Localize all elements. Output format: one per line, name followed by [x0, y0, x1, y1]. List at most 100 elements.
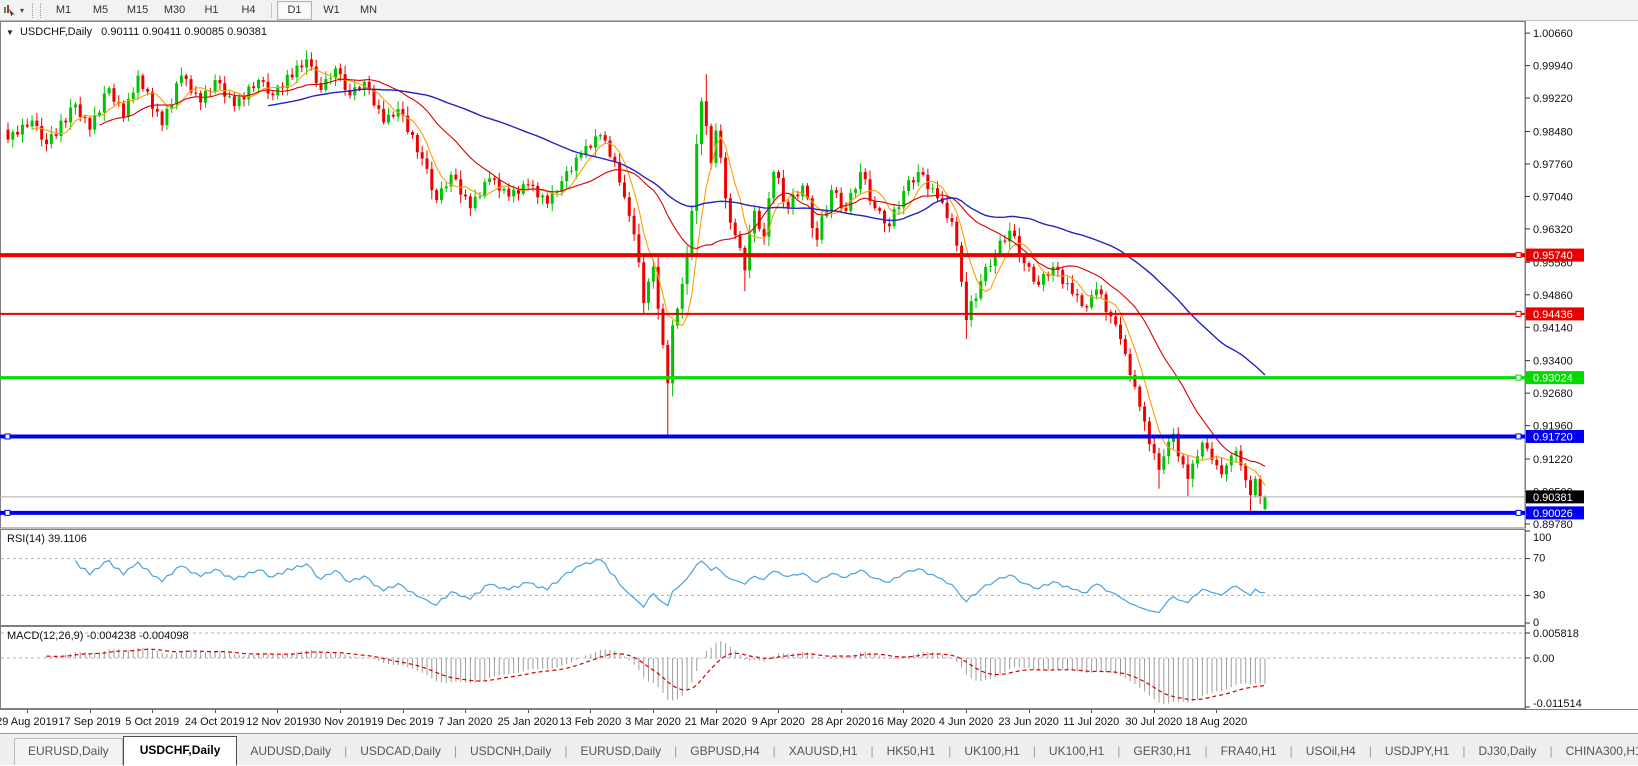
collapse-triangle-icon[interactable]: ▼ [6, 28, 14, 37]
chart-tab-china300-h1[interactable]: CHINA300,H1 [1565, 744, 1638, 758]
chart-tab-xauusd-h1[interactable]: XAUUSD,H1 [788, 744, 858, 758]
timeframe-button-h4[interactable]: H4 [241, 3, 256, 16]
svg-text:0.93024: 0.93024 [1533, 373, 1573, 385]
chart-tab-usdcad-daily[interactable]: USDCAD,Daily [360, 744, 441, 758]
candlesticks [6, 50, 1267, 515]
date-tick [903, 710, 905, 713]
toolbar-separator [271, 2, 273, 18]
chart-tab-gbpusd-h4[interactable]: GBPUSD,H4 [690, 744, 760, 758]
svg-text:0.99220: 0.99220 [1533, 93, 1573, 105]
date-tick [27, 710, 28, 713]
level-line-0.90026[interactable] [0, 509, 1525, 516]
macd-signal-line [46, 648, 1266, 701]
price-chart-canvas[interactable]: 1.00660 0.99940 0.99220 0.98480 0.97760 0.970… [0, 21, 1638, 529]
timeframe-button-mn[interactable]: MN [359, 3, 378, 16]
date-tick [715, 710, 717, 713]
svg-text:0.99940: 0.99940 [1533, 61, 1573, 73]
macd-indicator-panel: 0.005818 0.00 -0.011514 MACD(12,26,9) -0.0… [0, 626, 1638, 709]
chart-tab-usdchf-daily[interactable]: USDCHF,Daily [122, 736, 238, 766]
svg-text:0.95740: 0.95740 [1533, 250, 1573, 262]
date-tick [1153, 710, 1155, 713]
chart-symbol-label: USDCHF,Daily [19, 26, 93, 38]
tab-separator: | [1204, 744, 1208, 758]
chevron-down-icon[interactable]: ▾ [20, 5, 25, 15]
date-label: 16 May 2020 [871, 716, 936, 728]
tab-separator: | [1117, 744, 1121, 758]
svg-text:0.94140: 0.94140 [1533, 322, 1573, 334]
svg-text:70: 70 [1533, 553, 1545, 565]
macd-histogram [46, 641, 1266, 705]
svg-text:0.90026: 0.90026 [1533, 508, 1573, 520]
chart-tab-uk100-h1[interactable]: UK100,H1 [1048, 744, 1105, 758]
level-line-0.94436[interactable] [0, 310, 1525, 317]
chart-tab-eurusd-daily[interactable]: EURUSD,Daily [580, 744, 662, 758]
date-label: 28 Apr 2020 [811, 716, 871, 728]
tab-separator: | [1462, 744, 1466, 758]
timeframe-button-m30[interactable]: M30 [163, 3, 186, 16]
chart-tab-eurusd-daily[interactable]: EURUSD,Daily [14, 738, 123, 765]
pointer-arrow [9, 9, 15, 17]
tab-separator: | [674, 744, 678, 758]
date-tick [590, 710, 592, 713]
chart-title[interactable]: ▼ USDCHF,Daily 0.90111 0.90411 0.90085 0… [6, 26, 267, 38]
tab-separator: | [870, 744, 874, 758]
date-label: 24 Oct 2019 [184, 716, 245, 728]
timeframe-button-d1[interactable]: D1 [277, 0, 313, 20]
chart-tab-usoil-h4[interactable]: USOil,H4 [1305, 744, 1356, 758]
chart-tab-usdcnh-daily[interactable]: USDCNH,Daily [470, 744, 552, 758]
macd-canvas: 0.005818 0.00 -0.011514 [0, 626, 1582, 709]
tab-separator: | [1289, 744, 1293, 758]
date-label: 12 Nov 2019 [246, 716, 309, 728]
macd-label: MACD(12,26,9) -0.004238 -0.004098 [7, 630, 189, 642]
toolbar-grip[interactable] [32, 2, 42, 18]
mini-bar [7, 5, 9, 13]
rsi-line [74, 558, 1266, 614]
tab-separator: | [1368, 744, 1372, 758]
level-price-label: 0.95740 [1526, 248, 1584, 262]
tab-separator: | [1032, 744, 1036, 758]
rsi-axis-ticks: 100 70 30 0 [1525, 530, 1551, 626]
level-price-label: 0.94436 [1526, 307, 1584, 321]
chart-cursor-icon[interactable] [0, 2, 20, 19]
chart-tab-ger30-h1[interactable]: GER30,H1 [1133, 744, 1192, 758]
rsi-label: RSI(14) 39.1106 [7, 533, 87, 545]
svg-text:0.91720: 0.91720 [1533, 431, 1573, 443]
chart-tab-uk100-h1[interactable]: UK100,H1 [964, 744, 1020, 758]
timeframe-button-h1[interactable]: H1 [204, 3, 219, 16]
chart-tab-bar: EURUSD,Daily USDCHF,Daily AUDUSD,Daily | USD… [0, 733, 1638, 766]
tab-separator: | [453, 744, 457, 758]
svg-text:0.98480: 0.98480 [1533, 126, 1573, 138]
mini-bar [4, 7, 6, 13]
price-chart-panel: 1.00660 0.99940 0.99220 0.98480 0.97760 0.970… [0, 21, 1638, 529]
level-line-0.91720[interactable] [0, 433, 1525, 440]
svg-text:100: 100 [1533, 532, 1551, 544]
timeframe-button-m1[interactable]: M1 [55, 3, 72, 16]
chart-tab-dj30-daily[interactable]: DJ30,Daily [1478, 744, 1537, 758]
date-label: 3 Mar 2020 [625, 716, 681, 728]
svg-text:0.97760: 0.97760 [1533, 159, 1573, 171]
date-tick [966, 710, 967, 713]
rsi-indicator-panel: 100 70 30 0 RSI(14) 39.1106 [0, 529, 1638, 626]
date-tick [778, 710, 780, 713]
tab-separator: | [948, 744, 952, 758]
chart-tab-fra40-h1[interactable]: FRA40,H1 [1220, 744, 1277, 758]
timeframe-button-m15[interactable]: M15 [126, 3, 149, 16]
top-toolbar: ▾ M1 M5 M15 M30 H1 H4 D1 W1 MN [0, 0, 1638, 21]
date-tick [214, 710, 216, 713]
chart-ohlc-values: 0.90111 0.90411 0.90085 0.90381 [101, 26, 267, 38]
date-label: 30 Jul 2020 [1125, 716, 1183, 728]
timeframe-button-w1[interactable]: W1 [323, 3, 340, 16]
svg-text:0.93400: 0.93400 [1533, 356, 1573, 368]
chart-tab-usdjpy-h1[interactable]: USDJPY,H1 [1384, 744, 1450, 758]
svg-text:0.91960: 0.91960 [1533, 421, 1573, 433]
timeframe-button-m5[interactable]: M5 [92, 3, 109, 16]
chart-tab-audusd-daily[interactable]: AUDUSD,Daily [250, 744, 332, 758]
level-line-0.93024[interactable] [0, 374, 1525, 381]
date-label: 18 Aug 2020 [1185, 716, 1248, 728]
level-line-0.95740[interactable] [0, 252, 1525, 259]
svg-text:-0.011514: -0.011514 [1533, 698, 1582, 709]
date-label: 4 Jun 2020 [938, 716, 994, 728]
tab-separator: | [564, 744, 568, 758]
chart-tab-hk50-h1[interactable]: HK50,H1 [886, 744, 936, 758]
current-price-label: 0.90381 [1526, 490, 1584, 504]
